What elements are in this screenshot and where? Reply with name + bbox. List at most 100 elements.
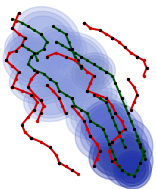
Point (86, 59, 89, 62)
Point (120, 119, 123, 122)
Point (30, 136, 32, 139)
Ellipse shape (95, 122, 148, 173)
Point (77, 112, 79, 115)
Point (111, 74, 114, 77)
Point (27, 48, 29, 51)
Point (142, 153, 145, 156)
Point (86, 127, 89, 130)
Ellipse shape (72, 53, 115, 91)
Point (114, 123, 117, 126)
Point (49, 78, 51, 81)
Point (133, 101, 135, 104)
Ellipse shape (58, 36, 104, 77)
Point (114, 112, 117, 115)
Point (142, 150, 145, 153)
Point (142, 59, 145, 62)
Ellipse shape (15, 58, 73, 100)
Point (114, 157, 117, 160)
Point (117, 135, 120, 138)
Ellipse shape (93, 134, 141, 176)
Point (11, 27, 14, 30)
Point (64, 93, 67, 96)
Ellipse shape (64, 76, 108, 113)
Point (71, 97, 73, 100)
Ellipse shape (36, 50, 104, 101)
Point (5, 59, 7, 62)
Point (21, 123, 23, 126)
Point (142, 74, 145, 77)
Point (58, 29, 61, 32)
Point (11, 85, 14, 88)
Point (120, 169, 123, 172)
Point (117, 165, 120, 168)
Point (127, 172, 129, 175)
Point (124, 146, 126, 149)
Point (58, 89, 61, 92)
Point (105, 70, 107, 73)
Ellipse shape (114, 151, 151, 189)
Point (64, 33, 67, 36)
Point (136, 135, 139, 138)
Point (46, 84, 48, 87)
Ellipse shape (7, 33, 39, 65)
Point (111, 104, 114, 107)
Point (108, 142, 110, 145)
Point (33, 108, 36, 111)
Point (17, 33, 20, 36)
Point (58, 97, 61, 100)
Point (14, 19, 17, 22)
Point (80, 65, 82, 68)
Point (33, 29, 36, 32)
Point (42, 48, 45, 51)
Point (89, 27, 92, 30)
Ellipse shape (3, 34, 66, 87)
Point (46, 55, 48, 58)
Point (89, 119, 92, 122)
Point (71, 169, 73, 172)
Point (80, 55, 82, 58)
Point (86, 89, 89, 92)
Point (117, 89, 120, 92)
Point (46, 40, 48, 43)
Ellipse shape (46, 58, 94, 93)
Point (30, 55, 32, 58)
Point (30, 93, 32, 96)
Ellipse shape (117, 154, 149, 186)
Point (139, 161, 142, 164)
Ellipse shape (8, 38, 61, 83)
Point (139, 161, 142, 164)
Point (130, 119, 132, 122)
Point (58, 161, 61, 164)
Point (27, 25, 29, 28)
Point (74, 51, 76, 54)
Point (39, 112, 42, 115)
Point (83, 119, 85, 122)
Ellipse shape (12, 42, 56, 79)
Point (105, 70, 107, 73)
Point (27, 85, 29, 88)
Point (33, 68, 36, 71)
Point (127, 112, 129, 115)
Ellipse shape (100, 126, 144, 169)
Point (42, 72, 45, 75)
Point (130, 51, 132, 54)
Point (27, 63, 29, 66)
Point (80, 65, 82, 68)
Ellipse shape (5, 30, 42, 68)
Ellipse shape (59, 72, 112, 117)
Point (105, 101, 107, 104)
Point (120, 97, 123, 100)
Point (30, 78, 32, 81)
Point (139, 146, 142, 149)
Point (86, 89, 89, 92)
Point (71, 97, 73, 100)
Point (21, 44, 23, 47)
Point (99, 97, 101, 100)
Point (77, 172, 79, 175)
Point (89, 135, 92, 138)
Point (21, 89, 23, 92)
Point (80, 55, 82, 58)
Point (86, 112, 89, 115)
Point (120, 169, 123, 172)
Point (52, 89, 54, 92)
